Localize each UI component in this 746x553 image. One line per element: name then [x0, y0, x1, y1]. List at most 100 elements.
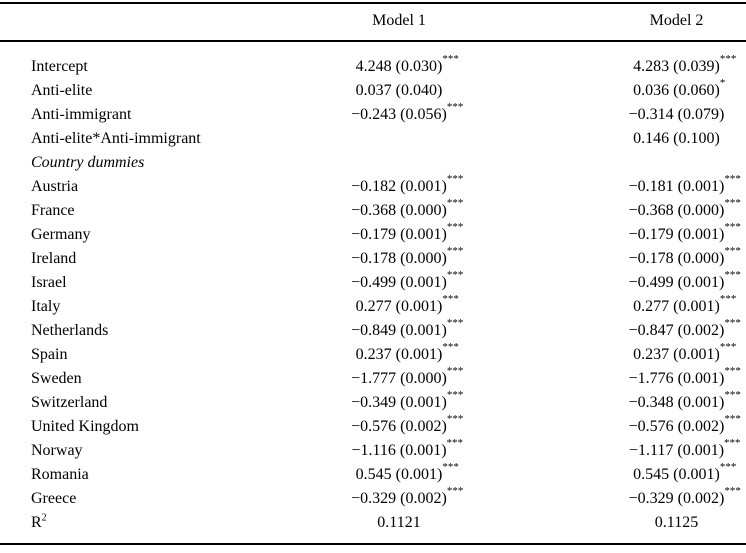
- model2-cell: −0.314 (0.079): [544, 103, 746, 127]
- model2-cell: 0.545 (0.001) ***: [544, 461, 746, 487]
- table-header-row: Model 1 Model 2: [0, 2, 746, 40]
- variable-label: Anti-immigrant: [31, 106, 132, 123]
- table-row: Ireland −0.178 (0.000) *** −0.178 (0.000)…: [0, 245, 746, 271]
- variable-label: Anti-elite: [31, 82, 93, 99]
- variable-label-cell: Intercept: [0, 55, 254, 79]
- model1-cell: −0.368 (0.000) ***: [254, 198, 544, 223]
- model1-coefficient: −0.179 (0.001): [351, 226, 447, 243]
- model1-cell: 4.248 (0.030) ***: [254, 54, 544, 79]
- variable-label: Greece: [31, 490, 77, 507]
- model1-coefficient: −0.499 (0.001): [351, 274, 447, 291]
- model1-significance-stars: ***: [446, 245, 464, 257]
- model2-significance-stars: ***: [724, 389, 741, 401]
- model1-coefficient: −0.243 (0.056): [351, 106, 447, 123]
- model1-coefficient: 0.237 (0.001): [355, 346, 443, 363]
- model2-cell: 4.283 (0.039) ***: [544, 54, 746, 79]
- table-row: Country dummies: [0, 151, 746, 175]
- table-row: Greece −0.329 (0.002) *** −0.329 (0.002) *…: [0, 485, 746, 511]
- model2-coefficient: 0.1125: [654, 514, 699, 531]
- model1-coefficient: 0.037 (0.040): [355, 82, 443, 99]
- variable-label: Switzerland: [31, 394, 108, 411]
- model2-cell: 0.036 (0.060) *: [544, 78, 746, 103]
- model1-cell: 0.037 (0.040): [254, 79, 544, 103]
- table-row: Sweden −1.777 (0.000) *** −1.776 (0.001) *…: [0, 366, 746, 391]
- model2-significance-stars: ***: [724, 269, 741, 281]
- variable-label-cell: Romania: [0, 463, 254, 487]
- variable-label: Norway: [31, 442, 83, 459]
- model2-coefficient: 0.146 (0.100): [633, 130, 720, 147]
- model1-cell: −0.576 (0.002) ***: [254, 414, 544, 439]
- table-row: Romania 0.545 (0.001) *** 0.545 (0.001) **…: [0, 461, 746, 487]
- variable-label-cell: Germany: [0, 223, 254, 247]
- table-row: Spain 0.237 (0.001) *** 0.237 (0.001) ***: [0, 341, 746, 367]
- variable-label-cell: France: [0, 199, 254, 223]
- variable-label: Romania: [31, 466, 89, 483]
- variable-label-cell: Sweden: [0, 367, 254, 391]
- variable-label: Ireland: [31, 250, 77, 267]
- variable-label: Italy: [31, 298, 61, 315]
- model2-significance-stars: ***: [724, 221, 741, 233]
- variable-label: Spain: [31, 346, 68, 363]
- model2-significance-stars: ***: [724, 245, 741, 257]
- variable-label: Intercept: [31, 58, 88, 75]
- header-separator-rule: [0, 40, 746, 42]
- model2-coefficient: −0.314 (0.079): [628, 106, 725, 123]
- model2-significance-stars: ***: [719, 341, 737, 353]
- variable-label: Austria: [31, 178, 79, 195]
- model2-cell: 0.237 (0.001) ***: [544, 341, 746, 367]
- model1-coefficient: 0.277 (0.001): [355, 298, 443, 315]
- model2-significance-stars: ***: [719, 293, 737, 305]
- model1-cell: −0.329 (0.002) ***: [254, 486, 544, 511]
- variable-label: Israel: [31, 274, 67, 291]
- model2-cell: −0.178 (0.000) ***: [544, 245, 746, 271]
- model2-significance-stars: ***: [724, 197, 741, 209]
- model1-cell: [254, 127, 544, 151]
- table-row: Italy 0.277 (0.001) *** 0.277 (0.001) ***: [0, 293, 746, 319]
- model2-coefficient: −1.117 (0.001): [628, 442, 725, 459]
- variable-label-cell: United Kingdom: [0, 415, 254, 439]
- model1-significance-stars: ***: [442, 293, 459, 305]
- model2-coefficient: −0.499 (0.001): [628, 274, 725, 291]
- model1-significance-stars: ***: [446, 221, 464, 233]
- model2-coefficient: −0.847 (0.002): [628, 322, 725, 339]
- model1-significance-stars: ***: [446, 437, 464, 449]
- model2-significance-stars: ***: [719, 461, 737, 473]
- model2-cell: −0.329 (0.002) ***: [544, 485, 746, 511]
- model1-coefficient: −0.182 (0.001): [351, 178, 447, 195]
- model2-significance-stars: ***: [724, 485, 741, 497]
- table-row: Israel −0.499 (0.001) *** −0.499 (0.001) *…: [0, 269, 746, 295]
- model2-coefficient: −0.329 (0.002): [628, 490, 725, 507]
- table-row: R2 0.1121 0.1125: [0, 511, 746, 535]
- model2-cell: −1.776 (0.001) ***: [544, 366, 746, 391]
- variable-label: Netherlands: [31, 322, 109, 339]
- model2-cell: −0.576 (0.002) ***: [544, 414, 746, 439]
- model2-cell: −1.117 (0.001) ***: [544, 437, 746, 463]
- model2-cell: 0.277 (0.001) ***: [544, 293, 746, 319]
- model1-cell: −0.178 (0.000) ***: [254, 245, 544, 271]
- table-row: Norway −1.116 (0.001) *** −1.117 (0.001) *…: [0, 437, 746, 463]
- table-row: France −0.368 (0.000) *** −0.368 (0.000) *…: [0, 197, 746, 223]
- table-row: Netherlands −0.849 (0.001) *** −0.847 (0.…: [0, 318, 746, 343]
- model1-coefficient: −0.576 (0.002): [351, 418, 447, 435]
- variable-label-superscript: 2: [41, 512, 47, 524]
- model1-significance-stars: ***: [446, 389, 464, 401]
- model1-cell: 0.1121: [254, 511, 544, 535]
- table-row: Germany −0.179 (0.001) *** −0.179 (0.001)…: [0, 221, 746, 247]
- model1-significance-stars: ***: [442, 341, 459, 353]
- model2-significance-stars: ***: [724, 437, 741, 449]
- variable-label-cell: Anti-immigrant: [0, 103, 254, 127]
- model2-cell: −0.499 (0.001) ***: [544, 269, 746, 295]
- model1-significance-stars: ***: [446, 269, 464, 281]
- model1-coefficient: 0.1121: [377, 514, 421, 531]
- variable-label-cell: Ireland: [0, 247, 254, 271]
- column-header-model2: Model 2: [649, 12, 704, 29]
- table-row: Austria −0.182 (0.001) *** −0.181 (0.001)…: [0, 174, 746, 199]
- model1-cell: −0.349 (0.001) ***: [254, 389, 544, 415]
- model2-cell: [544, 151, 746, 175]
- model2-coefficient: 0.277 (0.001): [633, 298, 720, 315]
- model1-cell: −0.179 (0.001) ***: [254, 221, 544, 247]
- model1-significance-stars: ***: [442, 461, 459, 473]
- variable-label-cell: Israel: [0, 271, 254, 295]
- variable-label-cell: Anti-elite*Anti-immigrant: [0, 127, 254, 151]
